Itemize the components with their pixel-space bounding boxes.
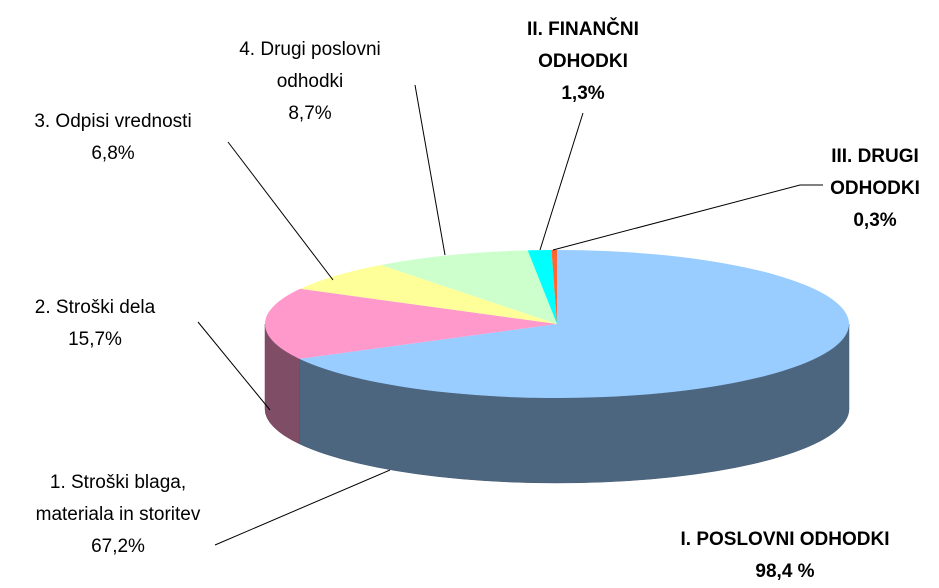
leader-line: [197, 321, 271, 411]
slice: [265, 288, 557, 359]
category-label: III. DRUGI ODHODKI: [830, 146, 920, 199]
annotation-text: I. POSLOVNI ODHODKI: [680, 529, 890, 550]
value-label: 6,8%: [91, 143, 135, 164]
leader-line: [214, 469, 391, 546]
annotation-label: 98,4 %: [755, 561, 815, 582]
slice: [300, 264, 557, 324]
slice: [527, 250, 557, 324]
slice-label: 4. Drugi poslovni odhodki 8,7%: [205, 34, 415, 130]
value-label: 1,3%: [561, 83, 605, 104]
slice-label: III. DRUGI ODHODKI 0,3%: [800, 141, 939, 237]
slice: [299, 250, 849, 398]
value-label: 67,2%: [91, 536, 145, 557]
value-label: 15,7%: [68, 329, 122, 350]
leader-line: [227, 141, 334, 281]
leader-line: [414, 84, 446, 256]
category-label: 4. Drugi poslovni odhodki: [239, 39, 381, 92]
value-label: 0,3%: [853, 210, 897, 231]
slice: [551, 250, 557, 324]
leader-line: [552, 184, 823, 251]
annotation: I. POSLOVNI ODHODKI 98,4 %: [600, 524, 939, 588]
leader-line: [539, 112, 584, 251]
category-label: 3. Odpisi vrednosti: [34, 111, 192, 132]
category-label: II. FINANČNI ODHODKI: [527, 19, 639, 72]
slice-label: 1. Stroški blaga, materiala in storitev 6…: [18, 467, 218, 563]
category-label: 1. Stroški blaga, materiala in storitev: [35, 472, 201, 525]
slice: [380, 250, 557, 324]
slice-label: II. FINANČNI ODHODKI 1,3%: [480, 14, 686, 110]
value-label: 8,7%: [288, 103, 332, 124]
slice-label: 2. Stroški dela 15,7%: [0, 292, 195, 356]
slice-label: 3. Odpisi vrednosti 6,8%: [0, 106, 226, 170]
category-label: 2. Stroški dela: [34, 297, 156, 318]
